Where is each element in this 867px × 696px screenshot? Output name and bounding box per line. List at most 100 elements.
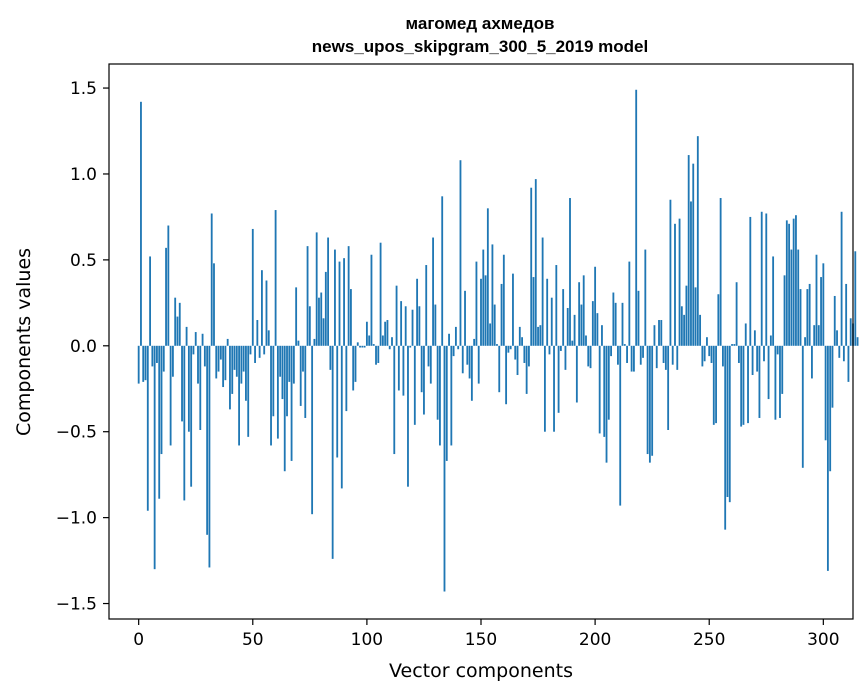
bar-77 — [313, 338, 316, 346]
bar-128 — [429, 345, 432, 384]
bar-297 — [815, 254, 818, 346]
bar-276 — [767, 345, 770, 400]
bar-89 — [340, 345, 343, 489]
bar-211 — [619, 345, 622, 506]
bar-134 — [443, 345, 446, 592]
bar-61 — [276, 345, 279, 439]
bar-277 — [769, 335, 772, 346]
y-tick-label: 0.0 — [70, 337, 97, 357]
bar-196 — [585, 335, 587, 346]
bar-238 — [680, 306, 683, 346]
bar-312 — [849, 318, 852, 346]
bar-283 — [783, 275, 786, 346]
bar-53 — [258, 345, 261, 358]
bar-127 — [427, 345, 430, 367]
bar-188 — [566, 307, 569, 346]
bar-203 — [601, 325, 603, 346]
bar-92 — [347, 246, 350, 346]
bar-246 — [699, 314, 702, 346]
bar-265 — [742, 345, 745, 425]
plot-frame — [108, 63, 854, 620]
bar-67 — [290, 345, 293, 461]
bar-118 — [407, 345, 409, 487]
bar-176 — [539, 325, 542, 346]
bar-105 — [377, 345, 380, 363]
bar-144 — [466, 345, 469, 365]
bar-249 — [706, 337, 708, 346]
bar-117 — [404, 306, 407, 346]
bar-272 — [758, 345, 761, 418]
bar-28 — [201, 333, 204, 346]
bar-244 — [694, 287, 697, 346]
bar-136 — [448, 333, 450, 346]
bar-274 — [763, 345, 765, 362]
bar-129 — [432, 237, 434, 346]
bar-219 — [637, 290, 640, 346]
bar-182 — [553, 345, 555, 432]
bar-259 — [728, 345, 731, 503]
bar-151 — [482, 249, 485, 346]
bar-158 — [498, 345, 501, 393]
bar-62 — [279, 345, 282, 377]
bar-215 — [628, 261, 631, 346]
bar-110 — [388, 345, 391, 350]
bar-60 — [274, 210, 277, 346]
bar-156 — [493, 304, 496, 346]
bar-9 — [158, 345, 161, 499]
bar-116 — [402, 345, 405, 396]
bar-184 — [557, 345, 560, 413]
bar-270 — [753, 330, 756, 346]
bar-46 — [242, 345, 245, 372]
bar-273 — [760, 211, 763, 346]
bar-119 — [409, 345, 412, 348]
bar-193 — [578, 282, 581, 346]
bar-180 — [548, 345, 551, 355]
bar-57 — [267, 330, 270, 346]
bar-130 — [434, 304, 437, 346]
bar-300 — [822, 263, 825, 346]
bar-295 — [811, 345, 813, 379]
bar-36 — [219, 345, 222, 360]
bar-181 — [550, 297, 553, 346]
bar-293 — [806, 289, 809, 346]
bar-257 — [724, 345, 727, 530]
bar-148 — [475, 261, 478, 346]
bar-163 — [509, 345, 512, 350]
bar-222 — [644, 249, 647, 346]
bar-253 — [715, 345, 717, 424]
bar-70 — [297, 340, 300, 346]
x-tick-label: 300 — [807, 630, 839, 650]
bar-271 — [756, 345, 759, 372]
bar-213 — [623, 344, 626, 346]
bar-152 — [484, 275, 487, 346]
x-tick-label: 50 — [242, 630, 264, 650]
bar-47 — [245, 345, 247, 401]
bar-65 — [286, 345, 288, 417]
bar-59 — [272, 345, 275, 417]
bar-102 — [370, 254, 373, 346]
bar-150 — [480, 278, 482, 346]
bar-245 — [696, 136, 699, 346]
bar-88 — [338, 261, 341, 346]
bar-165 — [514, 345, 517, 360]
bar-174 — [534, 179, 537, 346]
bar-228 — [658, 320, 660, 346]
bar-201 — [596, 313, 599, 346]
bar-186 — [562, 289, 565, 346]
bar-25 — [194, 332, 197, 346]
bar-32 — [210, 213, 213, 346]
bar-63 — [281, 345, 284, 400]
bar-301 — [824, 345, 827, 441]
bar-194 — [580, 304, 583, 346]
bar-282 — [781, 345, 784, 394]
y-tick-label: 0.5 — [70, 251, 97, 271]
bar-84 — [329, 345, 332, 370]
y-axis-label: Components values — [13, 248, 35, 436]
bar-83 — [327, 237, 330, 346]
bar-248 — [703, 345, 706, 362]
bar-13 — [167, 225, 170, 346]
bar-7 — [153, 345, 156, 570]
bar-98 — [361, 345, 364, 348]
bar-37 — [222, 345, 225, 388]
bar-304 — [831, 345, 834, 408]
